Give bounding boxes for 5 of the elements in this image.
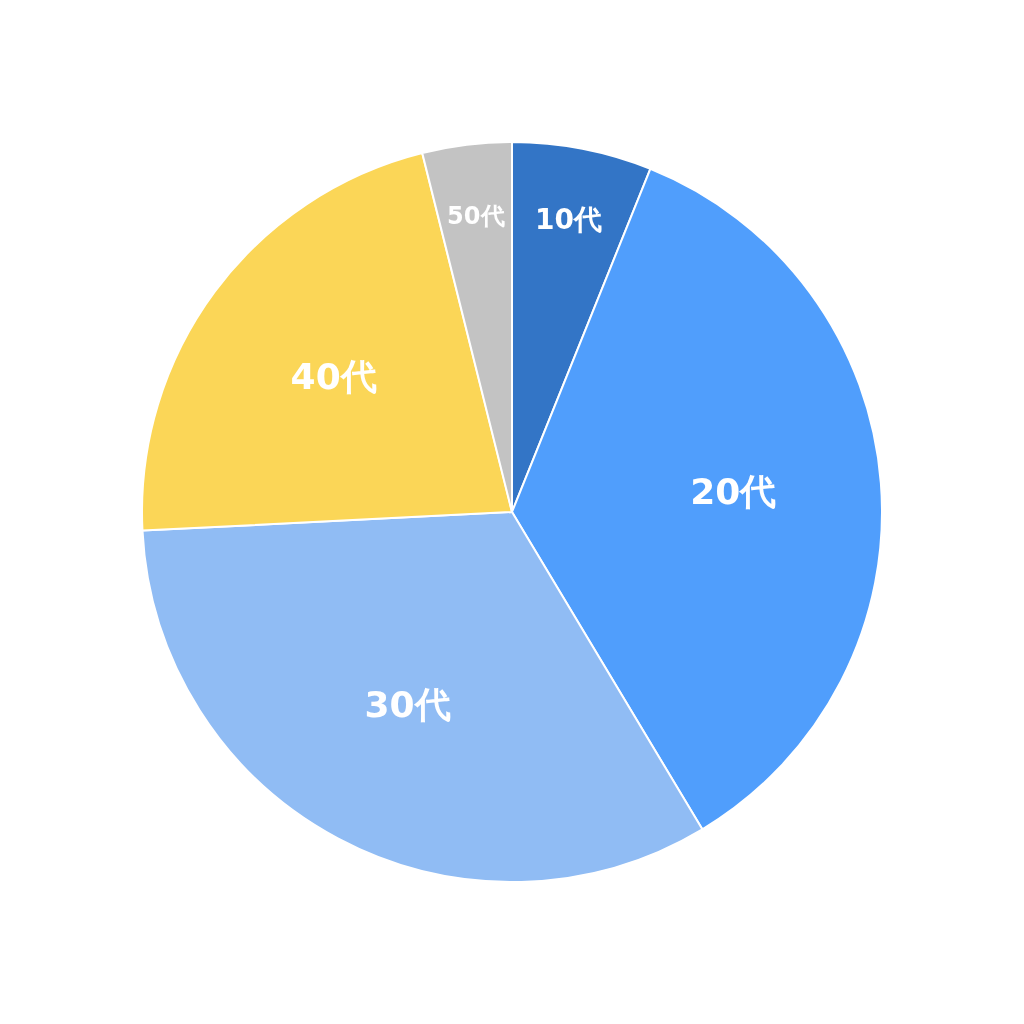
slice-label: 10代 (534, 202, 602, 236)
slice-label: 30代 (364, 684, 451, 726)
slice-label: 40代 (290, 356, 377, 398)
slice-label: 50代 (447, 202, 505, 231)
slice-label: 20代 (690, 470, 777, 512)
